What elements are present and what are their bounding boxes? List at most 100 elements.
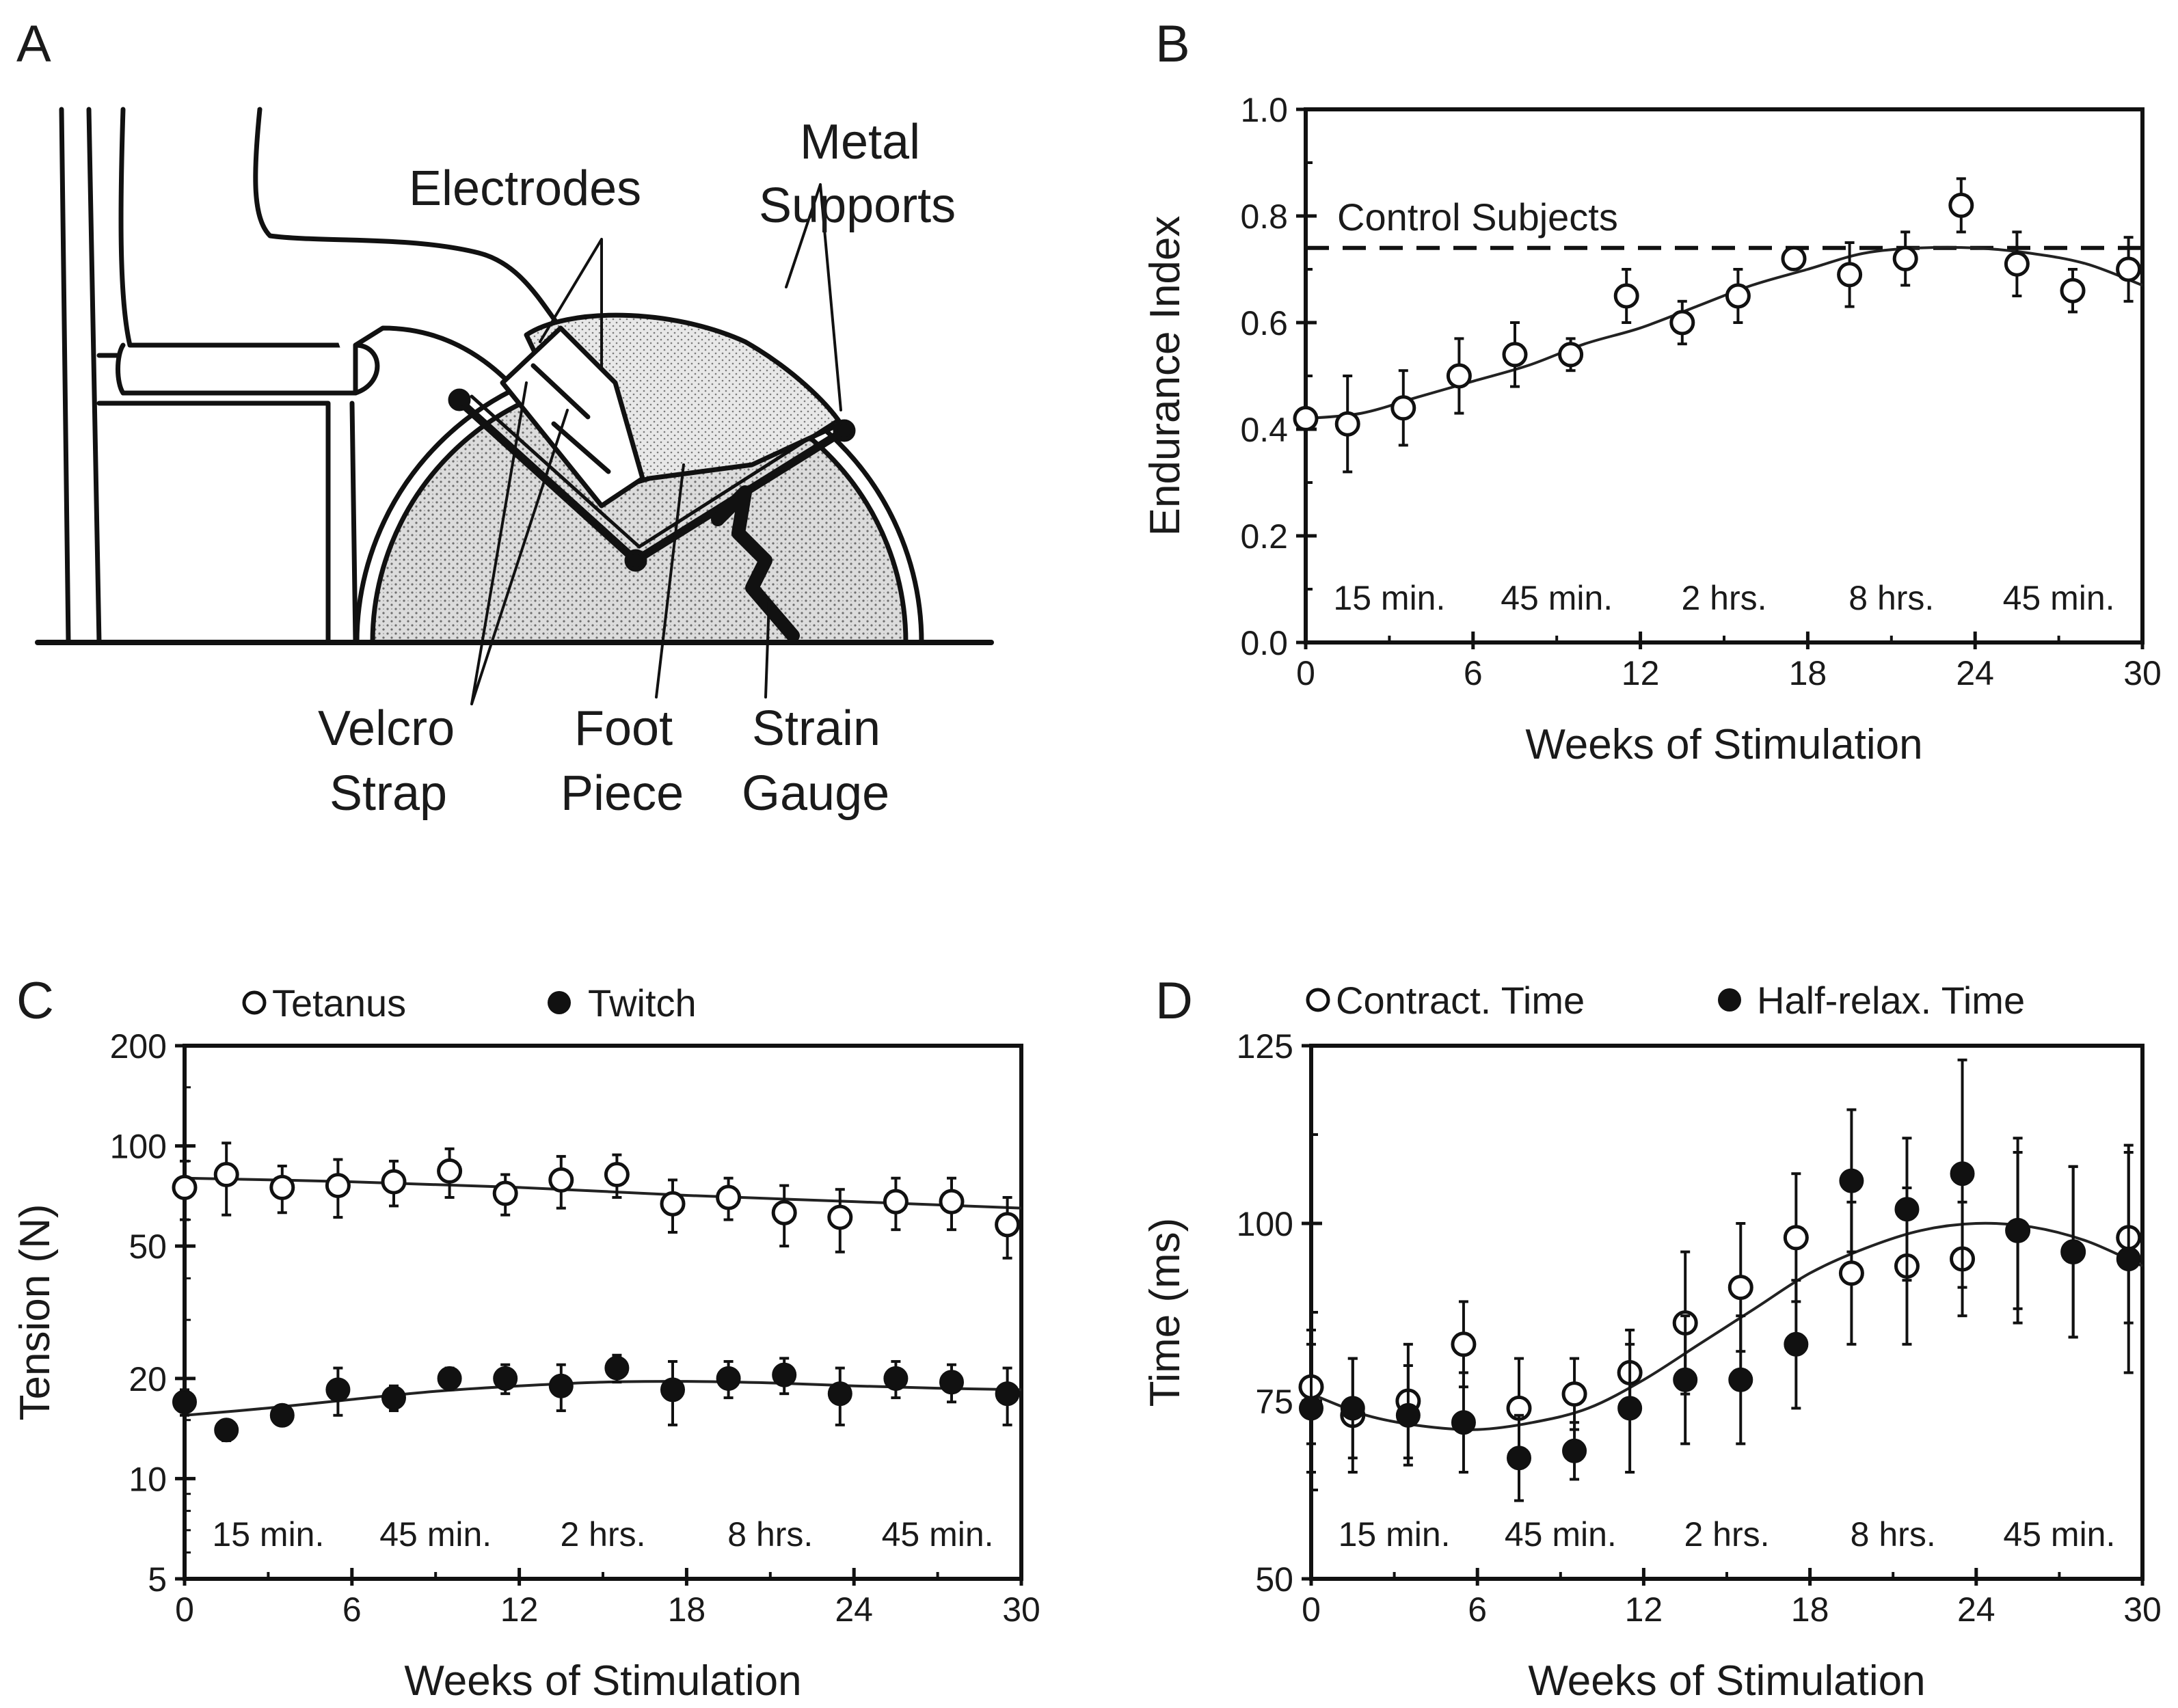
data-point-filled — [1451, 1410, 1476, 1435]
fit-curve — [1310, 1221, 2143, 1431]
support-pivot-left — [448, 388, 471, 411]
data-point-open — [492, 1180, 518, 1206]
data-point-open — [381, 1169, 407, 1195]
panel-c-tension-chart: C 0 6 12 18 24 30 5 10 20 50 100 200 15 min. 45 min.… — [12, 972, 1040, 1705]
plot-frame — [1304, 107, 2145, 645]
panel-d-time-chart: D 0 6 12 18 24 30 50 75 100 125 15 min. 45 min. 2 h… — [1142, 972, 2162, 1705]
data-points — [1293, 177, 2142, 474]
legend-open-marker — [1306, 988, 1330, 1012]
data-point-open — [1334, 411, 1360, 437]
data-points — [1298, 1058, 2142, 1502]
data-point-filled — [1673, 1367, 1698, 1392]
apparatus-illustration — [35, 107, 994, 705]
y-tick-label: 10 — [129, 1460, 167, 1498]
data-point-filled — [604, 1355, 630, 1381]
legend-contract-time: Contract. Time — [1336, 979, 1585, 1022]
y-axis-label: Tension (N) — [12, 1204, 59, 1421]
y-tick-label: 20 — [129, 1360, 167, 1398]
y-tick-label: 100 — [110, 1128, 167, 1166]
x-tick-label: 6 — [1468, 1590, 1487, 1629]
axis-ticks: 0 6 12 18 24 30 50 75 100 125 — [1237, 1027, 2162, 1629]
panel-letter-d: D — [1155, 972, 1193, 1030]
data-point-open — [1613, 283, 1639, 309]
panel-a: A — [16, 15, 994, 821]
legend-twitch: Twitch — [588, 981, 697, 1025]
phase-label: 15 min. — [212, 1515, 324, 1554]
x-axis-label: Weeks of Stimulation — [1525, 721, 1922, 768]
data-point-open — [1451, 1331, 1477, 1357]
data-point-filled — [939, 1370, 964, 1395]
data-point-filled — [1395, 1402, 1421, 1428]
y-tick-label: 0.4 — [1240, 411, 1288, 449]
fit-curve — [1305, 245, 2143, 420]
data-point-filled — [1839, 1168, 1864, 1193]
phase-label: 45 min. — [1505, 1515, 1617, 1554]
phase-label: 45 min. — [1501, 579, 1613, 617]
legend-half-relax-time: Half-relax. Time — [1757, 979, 2025, 1022]
support-pointers — [785, 183, 842, 411]
y-tick-label: 50 — [1255, 1560, 1293, 1599]
data-point-open — [1390, 395, 1416, 421]
x-tick-label: 12 — [500, 1590, 539, 1629]
y-tick-label: 50 — [129, 1228, 167, 1266]
label-gauge: Gauge — [742, 766, 889, 821]
data-point-filled — [214, 1418, 239, 1443]
fit-curves — [1305, 245, 2143, 420]
data-point-open — [771, 1199, 797, 1225]
legend-tetanus: Tetanus — [272, 981, 406, 1025]
y-tick-label: 0.6 — [1240, 304, 1288, 342]
data-point-filled — [1950, 1161, 1975, 1187]
y-tick-label: 0.8 — [1240, 198, 1288, 236]
x-tick-label: 0 — [1302, 1590, 1321, 1629]
data-point-filled — [2116, 1247, 2141, 1271]
data-point-open — [1725, 283, 1751, 309]
x-tick-label: 24 — [835, 1590, 873, 1629]
data-point-filled — [1340, 1396, 1365, 1421]
data-point-open — [1558, 342, 1584, 368]
panel-b-endurance-chart: B 0 6 12 18 24 30 0.0 0.2 0.4 0.6 0.8 1.0 15 min. 45… — [1142, 15, 2162, 768]
data-point-open — [172, 1174, 198, 1200]
data-point-open — [883, 1189, 909, 1215]
axis-ticks: 0 6 12 18 24 30 5 10 20 50 100 200 — [110, 1027, 1040, 1629]
control-reference: Control Subjects — [1306, 195, 2142, 250]
data-point-open — [1293, 405, 1319, 431]
label-foot: Foot — [574, 701, 673, 756]
label-velcro: Velcro — [318, 701, 455, 756]
x-axis-label: Weeks of Stimulation — [404, 1657, 801, 1705]
data-point-filled — [1507, 1446, 1531, 1471]
data-point-open — [213, 1162, 239, 1188]
legend-filled-marker — [1718, 988, 1741, 1012]
velcro-pointers — [470, 381, 569, 705]
x-tick-label: 24 — [1957, 1590, 1995, 1629]
data-point-filled — [381, 1385, 406, 1411]
data-point-open — [1837, 262, 1863, 288]
fit-curves — [1310, 1221, 2143, 1431]
phase-label: 45 min. — [2003, 579, 2115, 617]
y-tick-label: 125 — [1237, 1027, 1293, 1066]
x-tick-label: 18 — [1789, 654, 1827, 692]
data-point-filled — [772, 1362, 797, 1387]
data-point-open — [995, 1212, 1021, 1238]
label-metal: Metal — [800, 115, 920, 170]
y-tick-label: 75 — [1255, 1383, 1293, 1421]
y-tick-label: 100 — [1237, 1205, 1293, 1243]
y-axis-label: Endurance Index — [1142, 216, 1189, 537]
phase-label: 8 hrs. — [727, 1515, 813, 1554]
phase-label: 15 min. — [1333, 579, 1445, 617]
label-strap: Strap — [330, 766, 447, 821]
thigh — [253, 107, 563, 396]
legend: Contract. Time Half-relax. Time — [1306, 979, 2025, 1022]
phase-labels: 15 min. 45 min. 2 hrs. 8 hrs. 45 min. — [1333, 579, 2114, 617]
legend-filled-marker — [548, 991, 571, 1014]
axis-ticks: 0 6 12 18 24 30 0.0 0.2 0.4 0.6 0.8 1.0 — [1240, 91, 2161, 692]
legend: Tetanus Twitch — [242, 981, 697, 1025]
data-point-open — [548, 1167, 574, 1193]
x-tick-label: 30 — [2123, 654, 2162, 692]
data-point-open — [269, 1174, 295, 1200]
data-point-filled — [493, 1366, 518, 1391]
data-point-open — [1446, 363, 1472, 389]
phase-label: 8 hrs. — [1851, 1515, 1936, 1554]
data-point-filled — [883, 1366, 909, 1391]
phase-labels: 15 min. 45 min. 2 hrs. 8 hrs. 45 min. — [1339, 1515, 2116, 1554]
